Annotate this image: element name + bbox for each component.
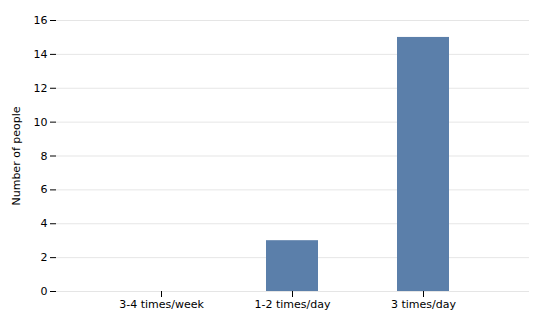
svg-text:Number of people: Number of people <box>10 106 23 205</box>
svg-text:8: 8 <box>41 150 48 163</box>
svg-text:6: 6 <box>41 183 48 196</box>
svg-text:2: 2 <box>41 251 48 264</box>
svg-text:1-2 times/day: 1-2 times/day <box>255 298 331 311</box>
svg-text:3-4 times/week: 3-4 times/week <box>119 298 204 311</box>
svg-text:12: 12 <box>34 82 48 95</box>
svg-text:10: 10 <box>34 116 48 129</box>
svg-text:3 times/day: 3 times/day <box>391 298 457 311</box>
svg-text:14: 14 <box>34 48 48 61</box>
svg-text:0: 0 <box>41 285 48 298</box>
svg-text:16: 16 <box>34 14 48 27</box>
svg-text:4: 4 <box>41 217 48 230</box>
